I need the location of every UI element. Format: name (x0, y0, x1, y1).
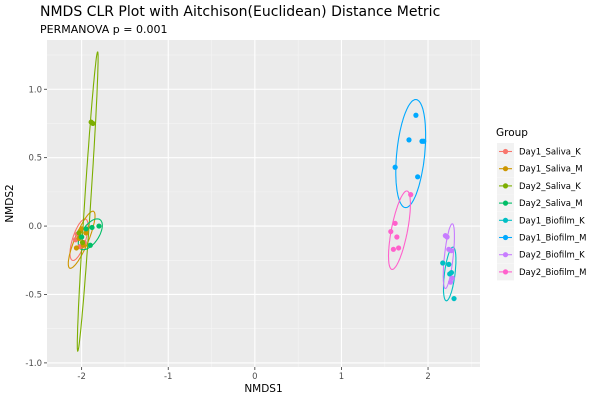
point-day2-biofilm-k (448, 248, 455, 254)
legend-key-point (502, 217, 509, 223)
point-day1-biofilm-k (440, 260, 446, 266)
y-tick-label: 1.0 (28, 85, 42, 95)
legend-key-point (502, 269, 509, 275)
point-day2-saliva-k (90, 120, 96, 127)
point-day2-saliva-m (79, 234, 85, 240)
point-day2-biofilm-k (447, 279, 454, 285)
ellipse-layer (67, 51, 457, 353)
point-day2-saliva-k (79, 239, 86, 246)
point-day1-biofilm-m (413, 112, 419, 118)
ellipse-day1-biofilm-k (442, 246, 457, 302)
point-day2-saliva-m (96, 223, 102, 229)
x-tick-label: -2 (77, 372, 85, 382)
legend-key-point (502, 200, 509, 206)
x-tick-label: 0 (252, 372, 257, 382)
plot-panel (47, 40, 480, 367)
point-day1-biofilm-m (406, 137, 412, 143)
x-tick-label: -1 (164, 372, 172, 382)
legend-item-day2-biofilm-k: Day2_Biofilm_K (497, 246, 585, 264)
legend-title: Group (496, 127, 528, 139)
ellipse-day2-saliva-k (76, 51, 99, 353)
point-day2-biofilm-m (388, 228, 394, 235)
legend-label: Day1_Saliva_K (519, 148, 581, 158)
legend-key-point (502, 166, 509, 172)
point-day2-saliva-m (87, 242, 93, 248)
legend-item-day1-saliva-m: Day1_Saliva_M (497, 160, 583, 178)
point-day1-saliva-m (83, 230, 89, 236)
legend: Group Day1_Saliva_K Day1_Saliva_M Day2_Sal… (496, 127, 586, 281)
point-day1-biofilm-k (451, 295, 457, 302)
x-tick-label: 1 (339, 372, 344, 382)
legend-label: Day2_Biofilm_K (519, 251, 585, 261)
y-tick-label: -1.0 (25, 359, 42, 369)
chart-title: NMDS CLR Plot with Aitchison(Euclidean) … (40, 4, 440, 20)
point-day1-biofilm-m (392, 164, 398, 170)
point-day1-biofilm-k (446, 261, 452, 267)
x-axis-title: NMDS1 (244, 383, 282, 395)
point-day1-biofilm-m (415, 174, 421, 180)
y-axis-title: NMDS2 (4, 184, 16, 222)
legend-label: Day2_Saliva_M (519, 199, 583, 209)
ellipse-day2-biofilm-m (387, 190, 411, 270)
point-layer (72, 112, 457, 302)
point-day2-biofilm-m (395, 245, 402, 251)
legend-key-point (502, 234, 509, 241)
legend-label: Day1_Biofilm_K (519, 216, 585, 226)
point-day2-biofilm-m (394, 234, 400, 240)
point-day1-biofilm-m (421, 138, 427, 144)
point-day2-biofilm-m (392, 220, 398, 226)
legend-key-point (502, 252, 509, 258)
legend-item-day2-saliva-m: Day2_Saliva_M (497, 194, 583, 212)
ellipse-day1-biofilm-m (395, 98, 427, 209)
legend-item-day2-biofilm-m: Day2_Biofilm_M (497, 263, 586, 281)
point-day1-biofilm-k (448, 269, 455, 276)
chart-subtitle: PERMANOVA p = 0.001 (40, 23, 167, 36)
legend-label: Day1_Saliva_M (519, 165, 583, 175)
y-tick-label: -0.5 (25, 290, 42, 300)
legend-label: Day2_Saliva_K (519, 182, 581, 192)
point-day2-biofilm-m (390, 246, 396, 252)
point-day2-biofilm-m (408, 192, 414, 198)
legend-key-point (502, 183, 509, 189)
point-day2-biofilm-k (449, 275, 455, 281)
legend-item-day1-biofilm-m: Day1_Biofilm_M (497, 229, 586, 246)
legend-item-day2-saliva-k: Day2_Saliva_K (497, 177, 581, 195)
axis-layer: -2 -1 0 1 2 -1.0 -0.5 0.0 0.5 1.0 (25, 85, 430, 382)
legend-label: Day2_Biofilm_M (519, 268, 586, 278)
y-tick-label: 0.5 (28, 154, 42, 164)
point-day2-saliva-m (89, 224, 95, 231)
y-tick-label: 0.0 (28, 222, 42, 232)
point-day1-saliva-m (73, 245, 80, 251)
legend-item-day1-saliva-k: Day1_Saliva_K (497, 143, 581, 160)
point-day2-saliva-k (76, 230, 82, 236)
legend-item-day1-biofilm-k: Day1_Biofilm_K (497, 211, 585, 229)
point-day2-biofilm-k (444, 234, 450, 240)
grid-lines (47, 40, 480, 367)
point-day2-saliva-m (83, 226, 89, 232)
x-tick-label: 2 (425, 372, 430, 382)
legend-key-point (502, 148, 509, 155)
legend-label: Day1_Biofilm_M (519, 234, 586, 244)
